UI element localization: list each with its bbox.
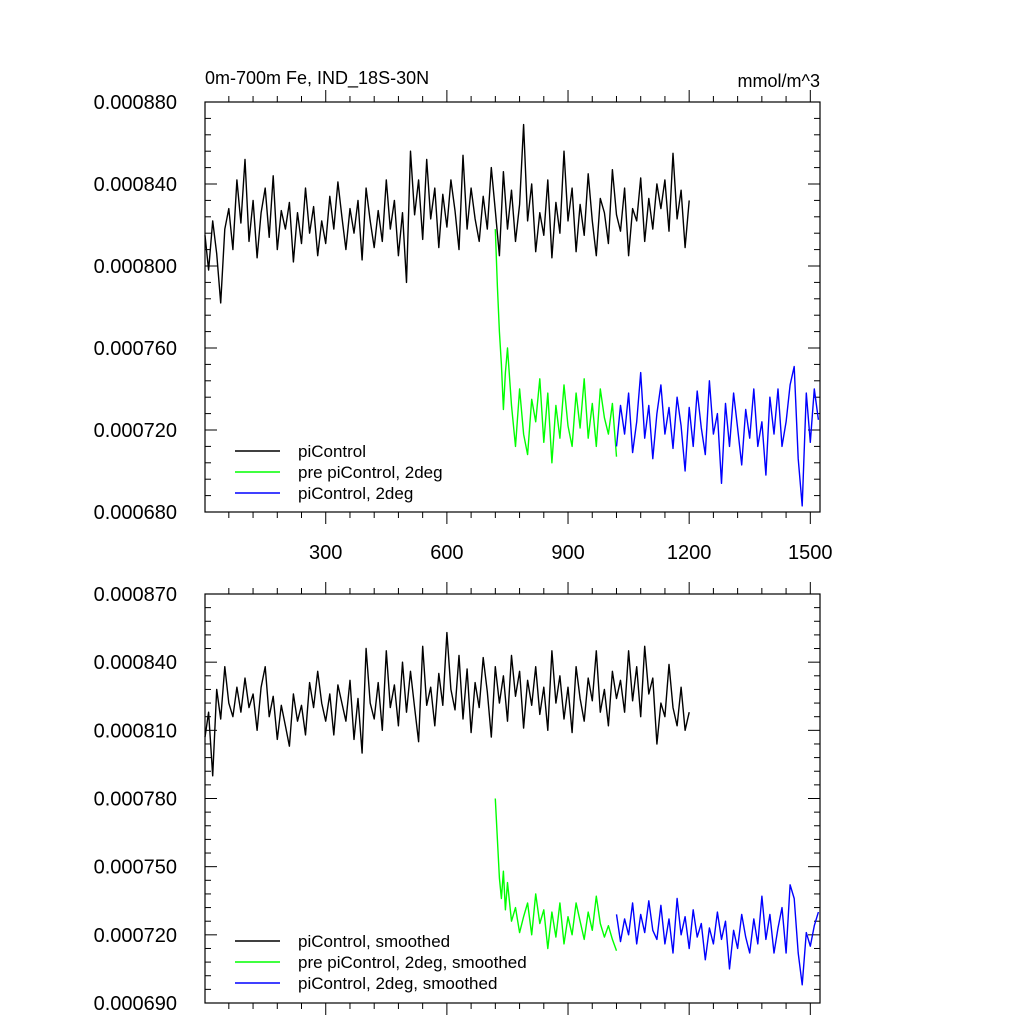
legend-label: pre piControl, 2deg, smoothed [298,953,527,972]
figure-title: 0m-700m Fe, IND_18S-30N [205,68,429,89]
legend-label: piControl [298,442,366,461]
y-tick-label: 0.000870 [94,584,177,606]
legend-label: piControl, smoothed [298,932,450,951]
y-tick-label: 0.000680 [94,502,177,524]
y-tick-label: 0.000720 [94,925,177,947]
x-tick-label: 1500 [788,542,833,564]
series-line [615,884,820,986]
y-tick-label: 0.000810 [94,720,177,742]
legend-label: piControl, 2deg, smoothed [298,974,497,993]
y-tick-label: 0.000840 [94,652,177,674]
x-tick-label: 300 [309,542,342,564]
y-tick-label: 0.000880 [94,92,177,114]
x-tick-label: 900 [551,542,584,564]
series-line [204,631,690,777]
y-tick-label: 0.000690 [94,993,177,1015]
series-line [494,229,618,464]
legend-label: piControl, 2deg [298,484,413,503]
y-tick-label: 0.000840 [94,174,177,196]
y-tick-label: 0.000800 [94,256,177,278]
units-label: mmol/m^3 [738,71,820,91]
series-line [494,798,618,951]
series-line [204,123,690,304]
y-tick-label: 0.000720 [94,420,177,442]
y-tick-label: 0.000760 [94,338,177,360]
plot-frame [204,101,821,513]
y-tick-label: 0.000750 [94,857,177,879]
legend-label: pre piControl, 2deg [298,463,443,482]
top-panel: 0.000680 0.000720 0.000760 0.000800 0.000840… [94,90,833,564]
series-line [615,365,820,507]
x-tick-label: 1200 [667,542,712,564]
bottom-panel: 0.000690 0.000720 0.000750 0.000780 0.000810… [94,582,821,1015]
x-tick-label: 600 [430,542,463,564]
y-tick-label: 0.000780 [94,789,177,811]
